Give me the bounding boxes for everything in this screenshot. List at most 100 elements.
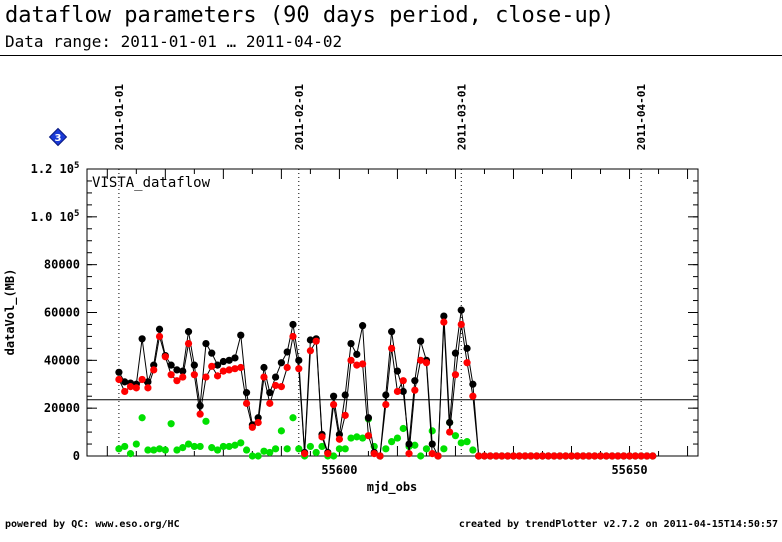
data-point xyxy=(213,361,222,369)
data-point xyxy=(289,414,297,422)
data-point xyxy=(649,452,657,460)
data-point xyxy=(121,387,129,396)
data-point xyxy=(411,386,419,394)
data-point xyxy=(556,452,564,460)
data-point xyxy=(161,353,169,361)
data-point xyxy=(388,328,396,336)
data-point xyxy=(260,447,268,455)
data-point xyxy=(260,363,268,372)
data-point xyxy=(562,452,570,460)
data-point xyxy=(405,440,413,448)
data-point xyxy=(353,361,361,369)
data-point xyxy=(359,360,367,368)
data-point xyxy=(504,452,512,460)
data-point xyxy=(225,366,233,374)
data-point xyxy=(382,391,390,399)
data-point xyxy=(457,320,465,329)
y-axis-label: dataVol_(MB) xyxy=(3,269,18,356)
data-point xyxy=(219,442,227,451)
data-point xyxy=(167,361,175,369)
data-point xyxy=(155,325,164,333)
data-point xyxy=(208,444,216,452)
data-point xyxy=(591,452,599,460)
data-point xyxy=(573,452,581,460)
data-point xyxy=(631,452,639,460)
data-point xyxy=(399,387,407,396)
series-line xyxy=(118,310,653,457)
data-point xyxy=(208,362,216,370)
x-tick-label: 55600 xyxy=(321,463,357,477)
data-point xyxy=(370,450,378,458)
data-point xyxy=(202,417,210,425)
data-point xyxy=(167,420,175,428)
data-point xyxy=(150,446,158,454)
series-2 xyxy=(115,414,657,460)
badge-number: 3 xyxy=(55,133,62,144)
data-point xyxy=(254,418,262,427)
date-marker-label: 2011-02-01 xyxy=(293,84,306,151)
data-point xyxy=(132,384,140,392)
data-point xyxy=(242,399,251,407)
data-point xyxy=(155,332,164,341)
data-point xyxy=(341,411,349,419)
data-point xyxy=(271,381,280,390)
data-point xyxy=(121,442,129,451)
data-point xyxy=(359,434,367,442)
data-point xyxy=(469,392,477,400)
data-point xyxy=(283,363,291,372)
data-point xyxy=(248,452,256,460)
data-point xyxy=(353,350,361,358)
data-point xyxy=(312,448,320,457)
data-point xyxy=(637,452,645,460)
data-point xyxy=(260,373,268,381)
data-point xyxy=(237,363,245,372)
data-point xyxy=(184,328,193,336)
data-point xyxy=(225,442,233,451)
data-point xyxy=(579,452,587,460)
data-point xyxy=(295,445,303,453)
data-point xyxy=(521,452,529,460)
data-point xyxy=(498,452,506,460)
data-point xyxy=(544,452,552,460)
data-point xyxy=(614,452,622,460)
data-point xyxy=(115,368,123,376)
data-point xyxy=(115,375,123,384)
data-point xyxy=(266,399,274,407)
data-point xyxy=(509,452,518,460)
data-point xyxy=(359,322,367,330)
data-point xyxy=(457,439,465,447)
data-point xyxy=(231,365,239,373)
data-point xyxy=(538,452,547,460)
footer-created-by: created by trendPlotter v2.7.2 on 2011-0… xyxy=(458,519,778,530)
data-point xyxy=(138,375,146,384)
date-markers: 2011-01-01 2011-02-01 2011-03-01 2011-04-01 xyxy=(113,84,648,456)
data-point xyxy=(202,339,210,348)
series-0 xyxy=(115,306,657,460)
data-point xyxy=(388,344,396,352)
data-point xyxy=(306,347,314,355)
header-divider xyxy=(0,55,782,56)
data-point xyxy=(463,359,471,367)
data-point xyxy=(347,356,355,364)
data-point xyxy=(393,387,402,396)
data-point xyxy=(173,366,181,374)
data-point xyxy=(202,373,210,381)
data-point xyxy=(155,445,164,453)
data-point xyxy=(492,452,500,460)
data-point xyxy=(196,402,204,410)
data-point xyxy=(353,433,361,441)
data-point xyxy=(620,452,628,460)
series-line xyxy=(118,322,653,457)
data-point xyxy=(411,441,419,449)
data-point xyxy=(399,377,407,385)
data-point xyxy=(138,335,146,343)
data-point xyxy=(225,356,233,364)
data-point xyxy=(271,373,280,381)
data-point xyxy=(138,414,146,422)
data-point xyxy=(248,423,256,431)
data-point xyxy=(254,452,262,460)
data-point xyxy=(277,383,285,391)
data-point xyxy=(277,427,285,435)
data-point xyxy=(451,432,460,440)
data-point xyxy=(393,367,402,375)
